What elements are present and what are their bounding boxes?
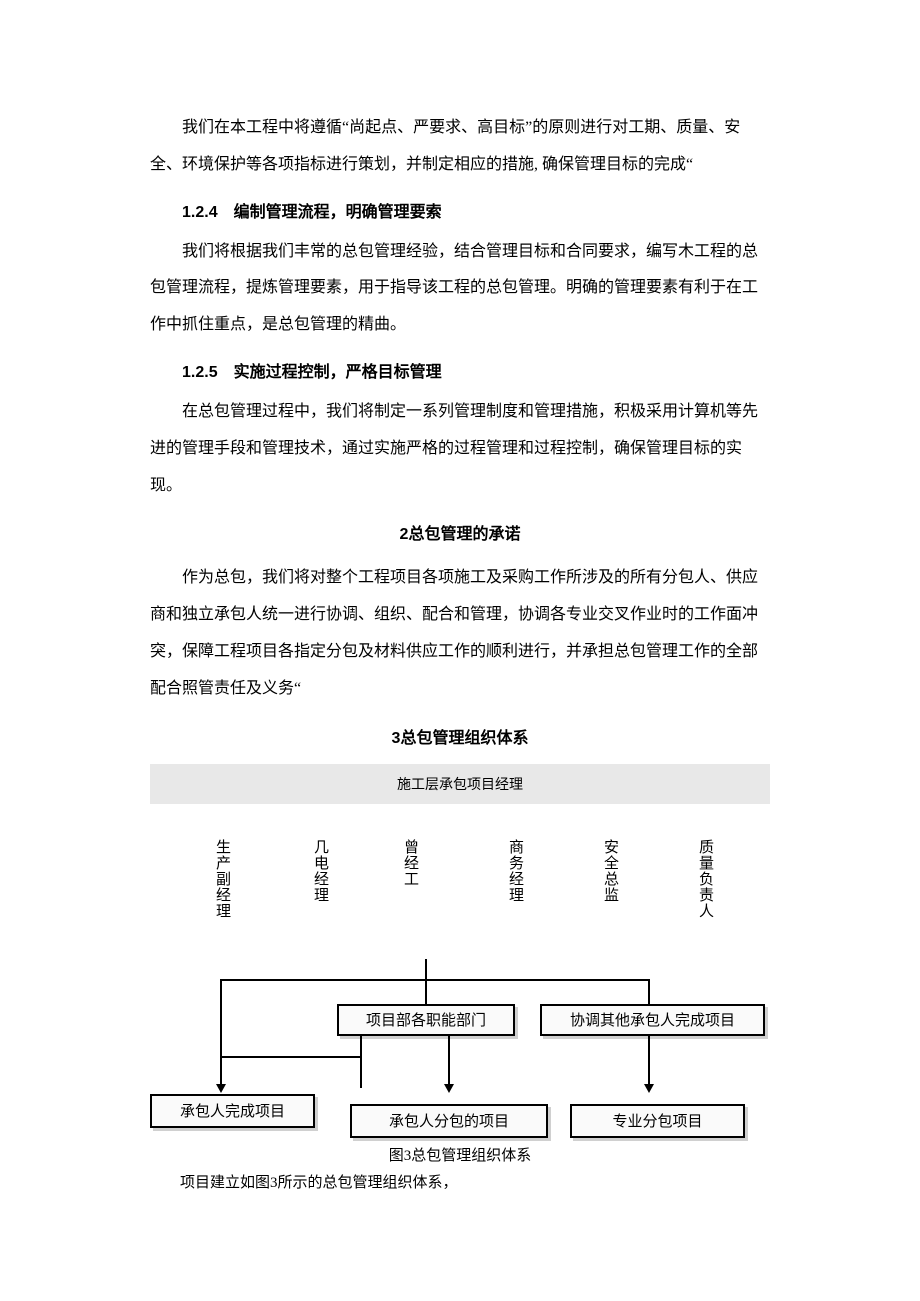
flowchart-box: 承包人分包的项目 [350, 1104, 548, 1138]
role-label: 质量负责人 [695, 839, 716, 919]
heading-125: 1.2.5 实施过程控制，严格目标管理 [150, 358, 770, 382]
connector-line [648, 979, 650, 1004]
heading-3: 3总包管理组织体系 [150, 724, 770, 748]
diagram-header-bar: 施工层承包项目经理 [150, 764, 770, 804]
flowchart-box: 协调其他承包人完成项目 [540, 1004, 765, 1036]
paragraph-intro: 我们在本工程中将遵循“尚起点、严要求、高目标”的原则进行对工期、质量、安全、环境… [150, 110, 770, 184]
flowchart-box: 专业分包项目 [570, 1104, 745, 1138]
role-label: 安全总监 [600, 839, 621, 903]
final-note: 项目建立如图3所示的总包管理组织体系， [150, 1171, 770, 1192]
connector-line [360, 1036, 362, 1088]
heading-2: 2总包管理的承诺 [150, 520, 770, 544]
role-label: 生产副经理 [212, 839, 233, 919]
connector-line [220, 1056, 360, 1058]
paragraph-125: 在总包管理过程中，我们将制定一系列管理制度和管理措施，积极采用计算机等先进的管理… [150, 394, 770, 504]
arrow-icon [444, 1084, 454, 1093]
connector-line [220, 979, 222, 1089]
role-label: 几电经理 [310, 839, 331, 903]
connector-line [448, 1036, 450, 1088]
connector-line [425, 959, 427, 979]
role-label: 商务经理 [505, 839, 526, 903]
connector-line [425, 979, 427, 1004]
role-label: 曾经工 [400, 839, 421, 887]
arrow-icon [216, 1084, 226, 1093]
arrow-icon [644, 1084, 654, 1093]
paragraph-2: 作为总包，我们将对整个工程项目各项施工及采购工作所涉及的所有分包人、供应商和独立… [150, 560, 770, 707]
figure-caption: 图3总包管理组织体系 [150, 1144, 770, 1165]
heading-124: 1.2.4 编制管理流程，明确管理要索 [150, 198, 770, 222]
flowchart-box: 项目部各职能部门 [337, 1004, 515, 1036]
connector-line [648, 1036, 650, 1088]
connector-line [220, 979, 650, 981]
org-chart-diagram: 施工层承包项目经理 生产副经理 几电经理 曾经工 商务经理 安全总监 质量负责人… [150, 764, 770, 1169]
flowchart-box: 承包人完成项目 [150, 1094, 315, 1128]
paragraph-124: 我们将根据我们丰常的总包管理经验，结合管理目标和合同要求，编写木工程的总包管理流… [150, 234, 770, 344]
